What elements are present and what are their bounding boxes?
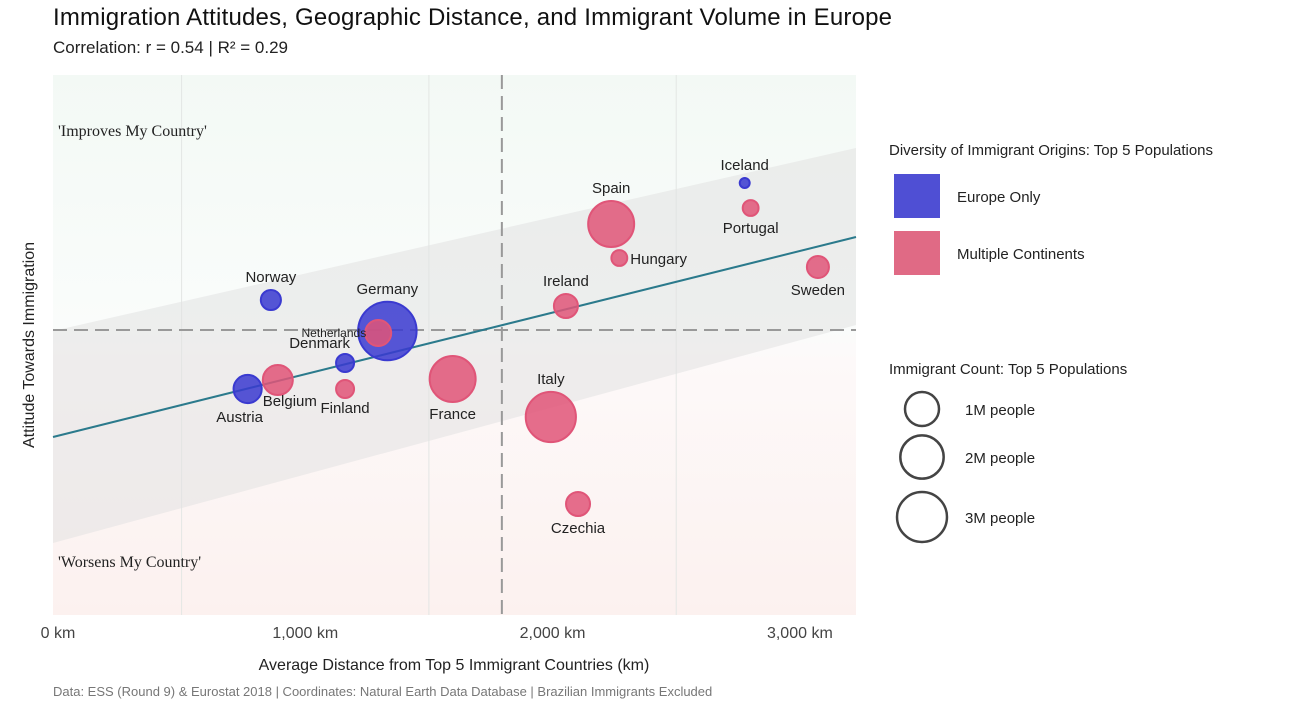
point-austria [232,373,263,405]
point-ireland [552,293,579,319]
x-axis-title: Average Distance from Top 5 Immigrant Co… [259,657,650,674]
size-legend-label: 1M people [965,402,1035,419]
point-label-italy: Italy [537,371,565,388]
regression-line [52,236,857,438]
legend-label-multiple-continents: Multiple Continents [957,246,1085,263]
point-label-belgium: Belgium [263,393,317,410]
x-tick-label: 0 km [41,625,76,642]
point-portugal [741,199,760,217]
y-axis-title: Attitude Towards Immigration [21,242,38,448]
size-legend-label: 2M people [965,450,1035,467]
point-denmark [335,353,356,373]
point-label-netherlands: Netherlands [301,326,366,340]
size-legend-circle-1m [903,390,941,428]
x-tick-label: 1,000 km [272,625,338,642]
point-iceland [738,177,751,189]
point-label-norway: Norway [245,269,296,286]
confidence-band [53,148,856,543]
point-label-iceland: Iceland [721,157,769,174]
point-sweden [805,254,830,280]
point-label-germany: Germany [357,281,419,298]
legend-swatch-multiple-continents [894,231,940,275]
point-label-portugal: Portugal [723,220,779,237]
point-label-ireland: Ireland [543,273,589,290]
size-legend-circle-3m [895,490,949,544]
size-legend-circle-2m [899,434,945,480]
point-netherlands [364,319,393,347]
point-label-finland: Finland [320,400,369,417]
legend-label-europe-only: Europe Only [957,189,1041,206]
point-czechia [565,491,592,517]
point-norway [259,288,282,312]
quadrant-label-worsens: 'Worsens My Country' [58,554,201,571]
x-tick-label: 2,000 km [520,625,586,642]
x-tick-label: 3,000 km [767,625,833,642]
point-belgium [261,364,294,396]
quadrant-label-improves: 'Improves My Country' [58,123,207,140]
color-legend-title: Diversity of Immigrant Origins: Top 5 Po… [889,142,1213,159]
size-legend: 1M people 2M people 3M people [895,390,1035,544]
point-label-denmark: Denmark [289,335,350,352]
point-france [428,355,477,403]
point-label-hungary: Hungary [630,251,687,268]
x-axis-ticks: 0 km 1,000 km 2,000 km 3,000 km [41,625,833,642]
point-hungary [610,249,629,267]
point-label-spain: Spain [592,180,630,197]
chart-subtitle: Correlation: r = 0.54 | R² = 0.29 [53,38,288,57]
point-label-sweden: Sweden [791,282,845,299]
point-italy [524,390,577,444]
point-label-france: France [429,406,476,423]
size-legend-title: Immigrant Count: Top 5 Populations [889,361,1127,378]
point-label-austria: Austria [216,409,263,426]
point-label-czechia: Czechia [551,520,606,537]
data-points [232,177,830,517]
data-caption: Data: ESS (Round 9) & Eurostat 2018 | Co… [53,684,712,699]
size-legend-label: 3M people [965,510,1035,527]
point-finland [335,379,356,399]
legend-swatch-europe-only [894,174,940,218]
point-spain [587,200,636,248]
chart-title: Immigration Attitudes, Geographic Distan… [53,4,893,31]
